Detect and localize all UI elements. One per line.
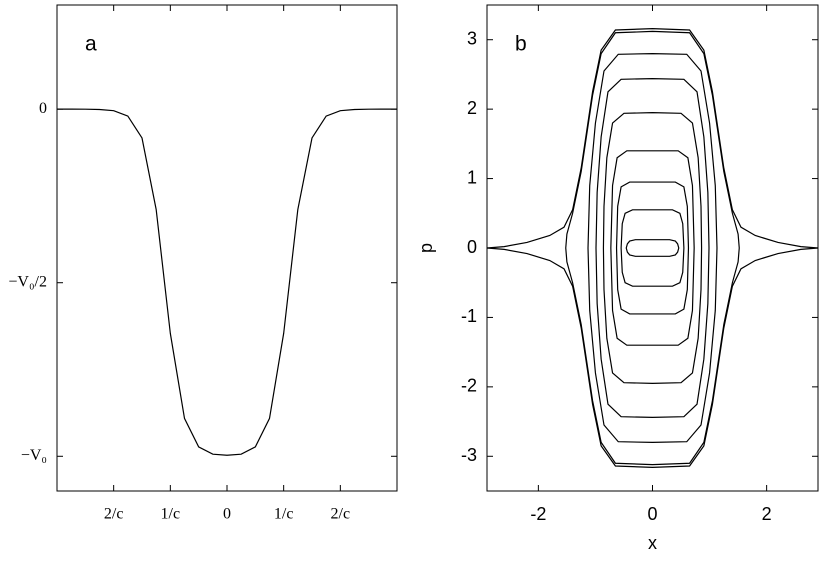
x-tick-label: 0 — [647, 504, 657, 524]
y-tick-label: −V₀ — [21, 447, 47, 464]
axes-frame — [486, 4, 819, 492]
x-tick-label: 0 — [223, 506, 231, 523]
x-tick-label: 1/c — [274, 506, 294, 523]
separatrix — [486, 247, 819, 468]
orbit — [610, 150, 695, 346]
axes-frame — [56, 4, 398, 492]
orbit — [615, 181, 690, 315]
y-tick-label: 0 — [467, 237, 477, 257]
x-tick-label: 2 — [762, 504, 772, 524]
y-axis-label: p — [416, 243, 436, 253]
y-tick-label: −V₀/2 — [8, 273, 47, 290]
orbit — [625, 239, 680, 257]
y-tick-label: -1 — [461, 306, 477, 326]
y-tick-label: -2 — [461, 376, 477, 396]
x-tick-label: 2/c — [104, 506, 124, 523]
orbit — [620, 209, 685, 287]
orbit — [587, 52, 718, 444]
y-tick-label: 1 — [467, 167, 477, 187]
y-tick-label: 0 — [39, 100, 47, 117]
x-axis-label: x — [648, 533, 657, 553]
x-tick-label: -2 — [530, 504, 546, 524]
x-tick-label: 2/c — [331, 506, 351, 523]
panel-label: b — [515, 33, 527, 56]
separatrix — [486, 28, 819, 249]
orbit — [602, 112, 703, 384]
y-tick-label: -3 — [461, 445, 477, 465]
orbit — [565, 30, 740, 466]
x-tick-label: 1/c — [161, 506, 181, 523]
panel-label: a — [85, 33, 97, 56]
orbit — [595, 77, 710, 419]
y-tick-label: 2 — [467, 98, 477, 118]
y-tick-label: 3 — [467, 28, 477, 48]
potential-curve — [57, 108, 397, 456]
